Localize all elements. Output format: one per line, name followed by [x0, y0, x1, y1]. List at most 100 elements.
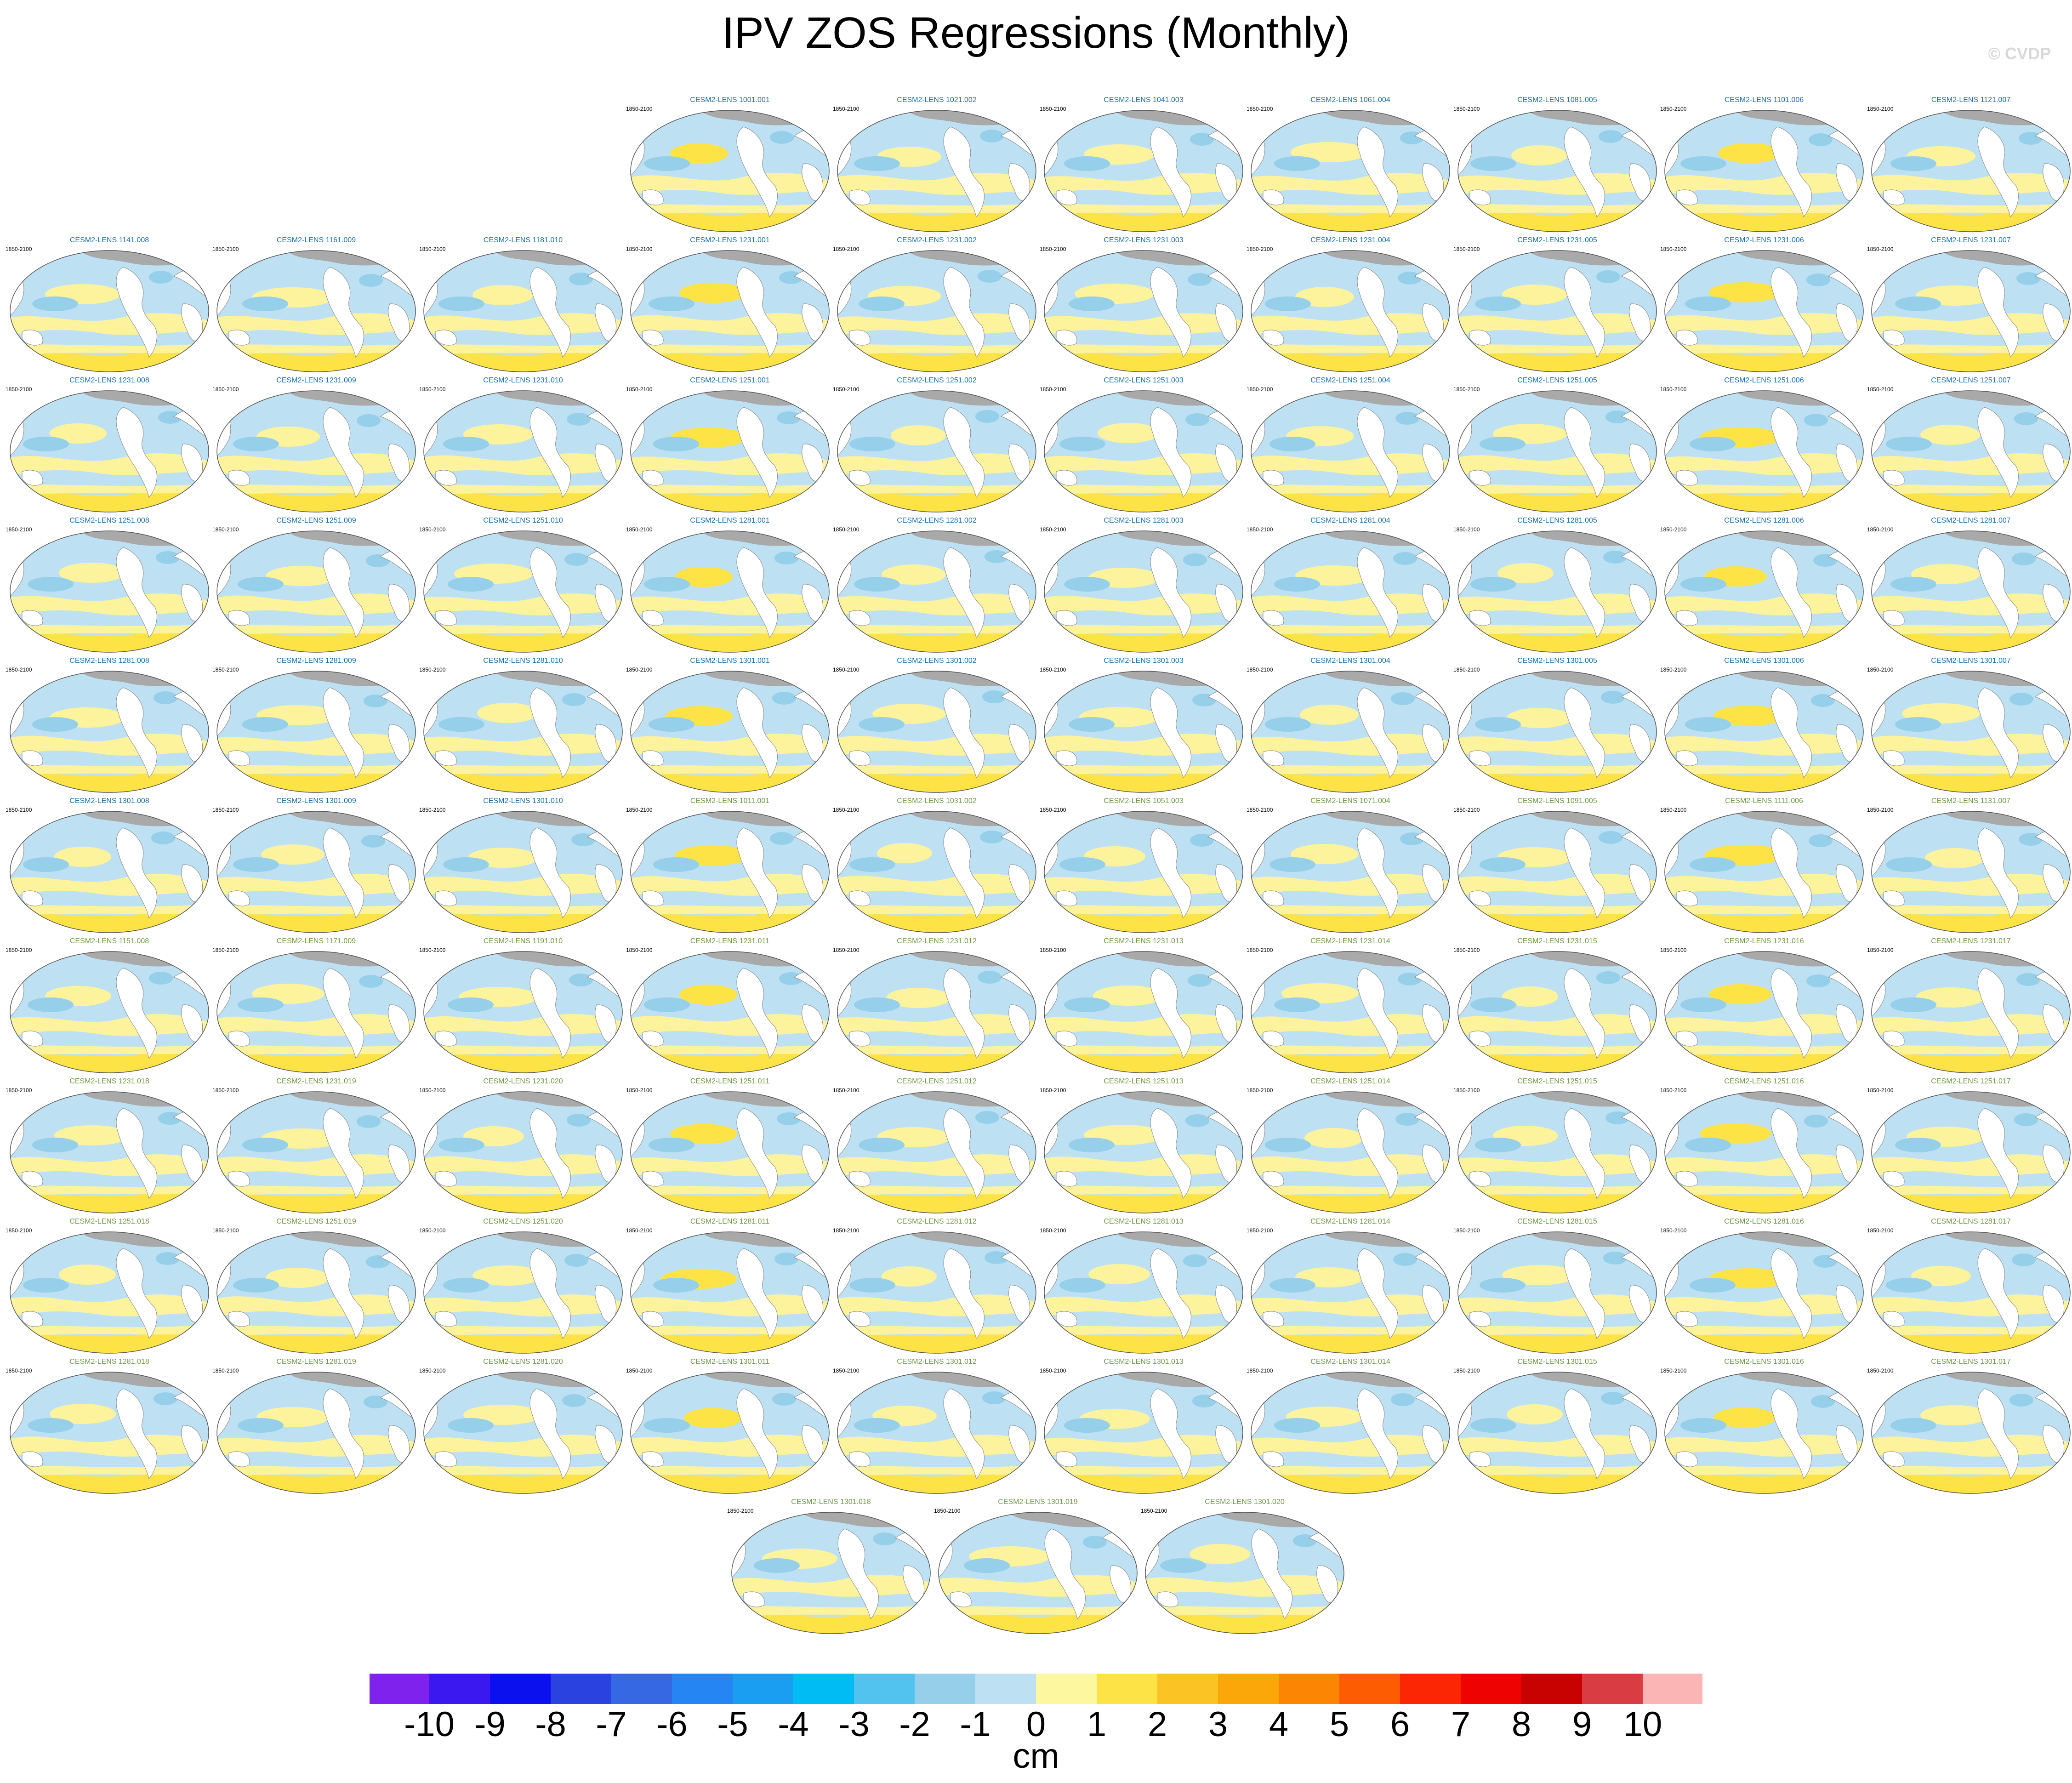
ocean-regression-map: [1251, 250, 1450, 372]
ocean-regression-map: [216, 671, 416, 793]
colorbar-tick-label: 9: [1572, 1705, 1592, 1744]
map-panel: CESM2-LENS 1251.012 1850-2100: [833, 1077, 1038, 1216]
map-panel: CESM2-LENS 1301.005 1850-2100: [1453, 657, 1658, 795]
map-panel: CESM2-LENS 1301.003 1850-2100: [1040, 657, 1245, 795]
panel-period: 1850-2100: [833, 386, 860, 393]
ocean-regression-map: [1044, 951, 1243, 1073]
panel-title: CESM2-LENS 1091.005: [1517, 797, 1597, 805]
map-panel: CESM2-LENS 1301.001 1850-2100: [626, 657, 831, 795]
colorbar-swatch: [1279, 1673, 1339, 1705]
colorbar-tick-label: 4: [1269, 1705, 1289, 1744]
panel-title: CESM2-LENS 1281.019: [276, 1358, 356, 1366]
ocean-regression-map: [630, 390, 830, 513]
panel-period: 1850-2100: [419, 526, 446, 533]
panel-period: 1850-2100: [6, 1227, 32, 1234]
panel-period: 1850-2100: [6, 246, 32, 252]
colorbar-tick-label: -4: [778, 1705, 809, 1744]
ocean-regression-map: [1251, 390, 1450, 513]
panel-period: 1850-2100: [419, 1367, 446, 1374]
colorbar-swatch: [1339, 1673, 1400, 1705]
panel-title: CESM2-LENS 1281.011: [690, 1218, 770, 1225]
panel-period: 1850-2100: [419, 666, 446, 673]
map-panel: CESM2-LENS 1281.005 1850-2100: [1453, 517, 1658, 655]
panel-period: 1850-2100: [1247, 386, 1273, 393]
ocean-regression-map: [731, 1512, 931, 1634]
panel-title: CESM2-LENS 1141.008: [69, 236, 149, 244]
ocean-regression-map: [1457, 530, 1657, 653]
ocean-regression-map: [1044, 250, 1243, 372]
panel-period: 1850-2100: [1453, 947, 1480, 953]
ocean-regression-map: [1457, 250, 1657, 372]
panel-title: CESM2-LENS 1281.010: [483, 657, 563, 665]
ocean-regression-map: [423, 390, 623, 513]
ocean-regression-map: [1871, 250, 2071, 372]
map-panel: CESM2-LENS 1281.010 1850-2100: [419, 657, 624, 795]
ocean-regression-map: [1251, 1231, 1450, 1354]
panel-period: 1850-2100: [833, 106, 860, 112]
panel-period: 1850-2100: [1040, 246, 1066, 252]
panel-title: CESM2-LENS 1101.006: [1724, 96, 1804, 104]
panel-title: CESM2-LENS 1281.012: [897, 1218, 977, 1225]
ocean-regression-map: [837, 110, 1036, 232]
panel-title: CESM2-LENS 1011.001: [690, 797, 770, 805]
map-panel: CESM2-LENS 1301.013 1850-2100: [1040, 1358, 1245, 1496]
panel-period: 1850-2100: [1040, 1087, 1066, 1094]
map-panel: CESM2-LENS 1021.002 1850-2100: [833, 96, 1038, 234]
panel-period: 1850-2100: [1453, 1227, 1480, 1234]
map-panel: CESM2-LENS 1281.017 1850-2100: [1867, 1218, 2072, 1356]
panel-period: 1850-2100: [1867, 386, 1894, 393]
map-panel: CESM2-LENS 1281.016 1850-2100: [1660, 1218, 1865, 1356]
ocean-regression-map: [630, 250, 830, 372]
colorbar-tick-label: 3: [1208, 1705, 1228, 1744]
panel-title: CESM2-LENS 1251.008: [69, 517, 149, 524]
panel-title: CESM2-LENS 1051.003: [1104, 797, 1184, 805]
map-panel: CESM2-LENS 1281.004 1850-2100: [1247, 517, 1452, 655]
panel-period: 1850-2100: [1453, 666, 1480, 673]
ocean-regression-map: [10, 811, 209, 933]
panel-title: CESM2-LENS 1251.003: [1104, 376, 1184, 384]
panel-period: 1850-2100: [1040, 666, 1066, 673]
ocean-regression-map: [1664, 1231, 1864, 1354]
map-panel: CESM2-LENS 1231.011 1850-2100: [626, 937, 831, 1076]
panel-title: CESM2-LENS 1231.006: [1724, 236, 1804, 244]
panel-period: 1850-2100: [1247, 526, 1273, 533]
panel-title: CESM2-LENS 1301.008: [69, 797, 149, 805]
ocean-regression-map: [10, 951, 209, 1073]
panel-period: 1850-2100: [6, 526, 32, 533]
panel-period: 1850-2100: [1453, 1087, 1480, 1094]
panel-title: CESM2-LENS 1191.010: [483, 937, 563, 945]
ocean-regression-map: [630, 811, 830, 933]
panel-title: CESM2-LENS 1231.001: [690, 236, 770, 244]
colorbar-swatch: [793, 1673, 854, 1705]
panel-title: CESM2-LENS 1301.010: [483, 797, 563, 805]
map-panel: CESM2-LENS 1231.010 1850-2100: [419, 376, 624, 515]
panel-title: CESM2-LENS 1301.002: [897, 657, 977, 665]
colorbar-swatch: [490, 1673, 551, 1705]
panel-period: 1850-2100: [1247, 246, 1273, 252]
ocean-regression-map: [1457, 390, 1657, 513]
panel-period: 1850-2100: [1040, 1367, 1066, 1374]
colorbar-swatch: [975, 1673, 1036, 1705]
map-panel: CESM2-LENS 1281.019 1850-2100: [212, 1358, 417, 1496]
panel-period: 1850-2100: [419, 246, 446, 252]
panel-title: CESM2-LENS 1231.010: [483, 376, 563, 384]
ocean-regression-map: [423, 250, 623, 372]
ocean-regression-map: [216, 250, 416, 372]
map-panel: CESM2-LENS 1251.014 1850-2100: [1247, 1077, 1452, 1216]
ocean-regression-map: [1664, 671, 1864, 793]
panel-title: CESM2-LENS 1301.012: [897, 1358, 977, 1366]
map-panel: CESM2-LENS 1061.004 1850-2100: [1247, 96, 1452, 234]
ocean-regression-map: [1251, 530, 1450, 653]
panel-title: CESM2-LENS 1301.007: [1931, 657, 2011, 665]
panel-title: CESM2-LENS 1151.008: [69, 937, 149, 945]
map-panel: CESM2-LENS 1251.017 1850-2100: [1867, 1077, 2072, 1216]
ocean-regression-map: [423, 1372, 623, 1494]
ocean-regression-map: [1251, 671, 1450, 793]
panel-period: 1850-2100: [1453, 1367, 1480, 1374]
ocean-regression-map: [1145, 1512, 1344, 1634]
panel-title: CESM2-LENS 1301.011: [690, 1358, 770, 1366]
colorbar-tick-label: -8: [535, 1705, 566, 1744]
panel-title: CESM2-LENS 1251.012: [897, 1077, 977, 1085]
panel-period: 1850-2100: [1660, 246, 1687, 252]
map-panel: CESM2-LENS 1301.004 1850-2100: [1247, 657, 1452, 795]
